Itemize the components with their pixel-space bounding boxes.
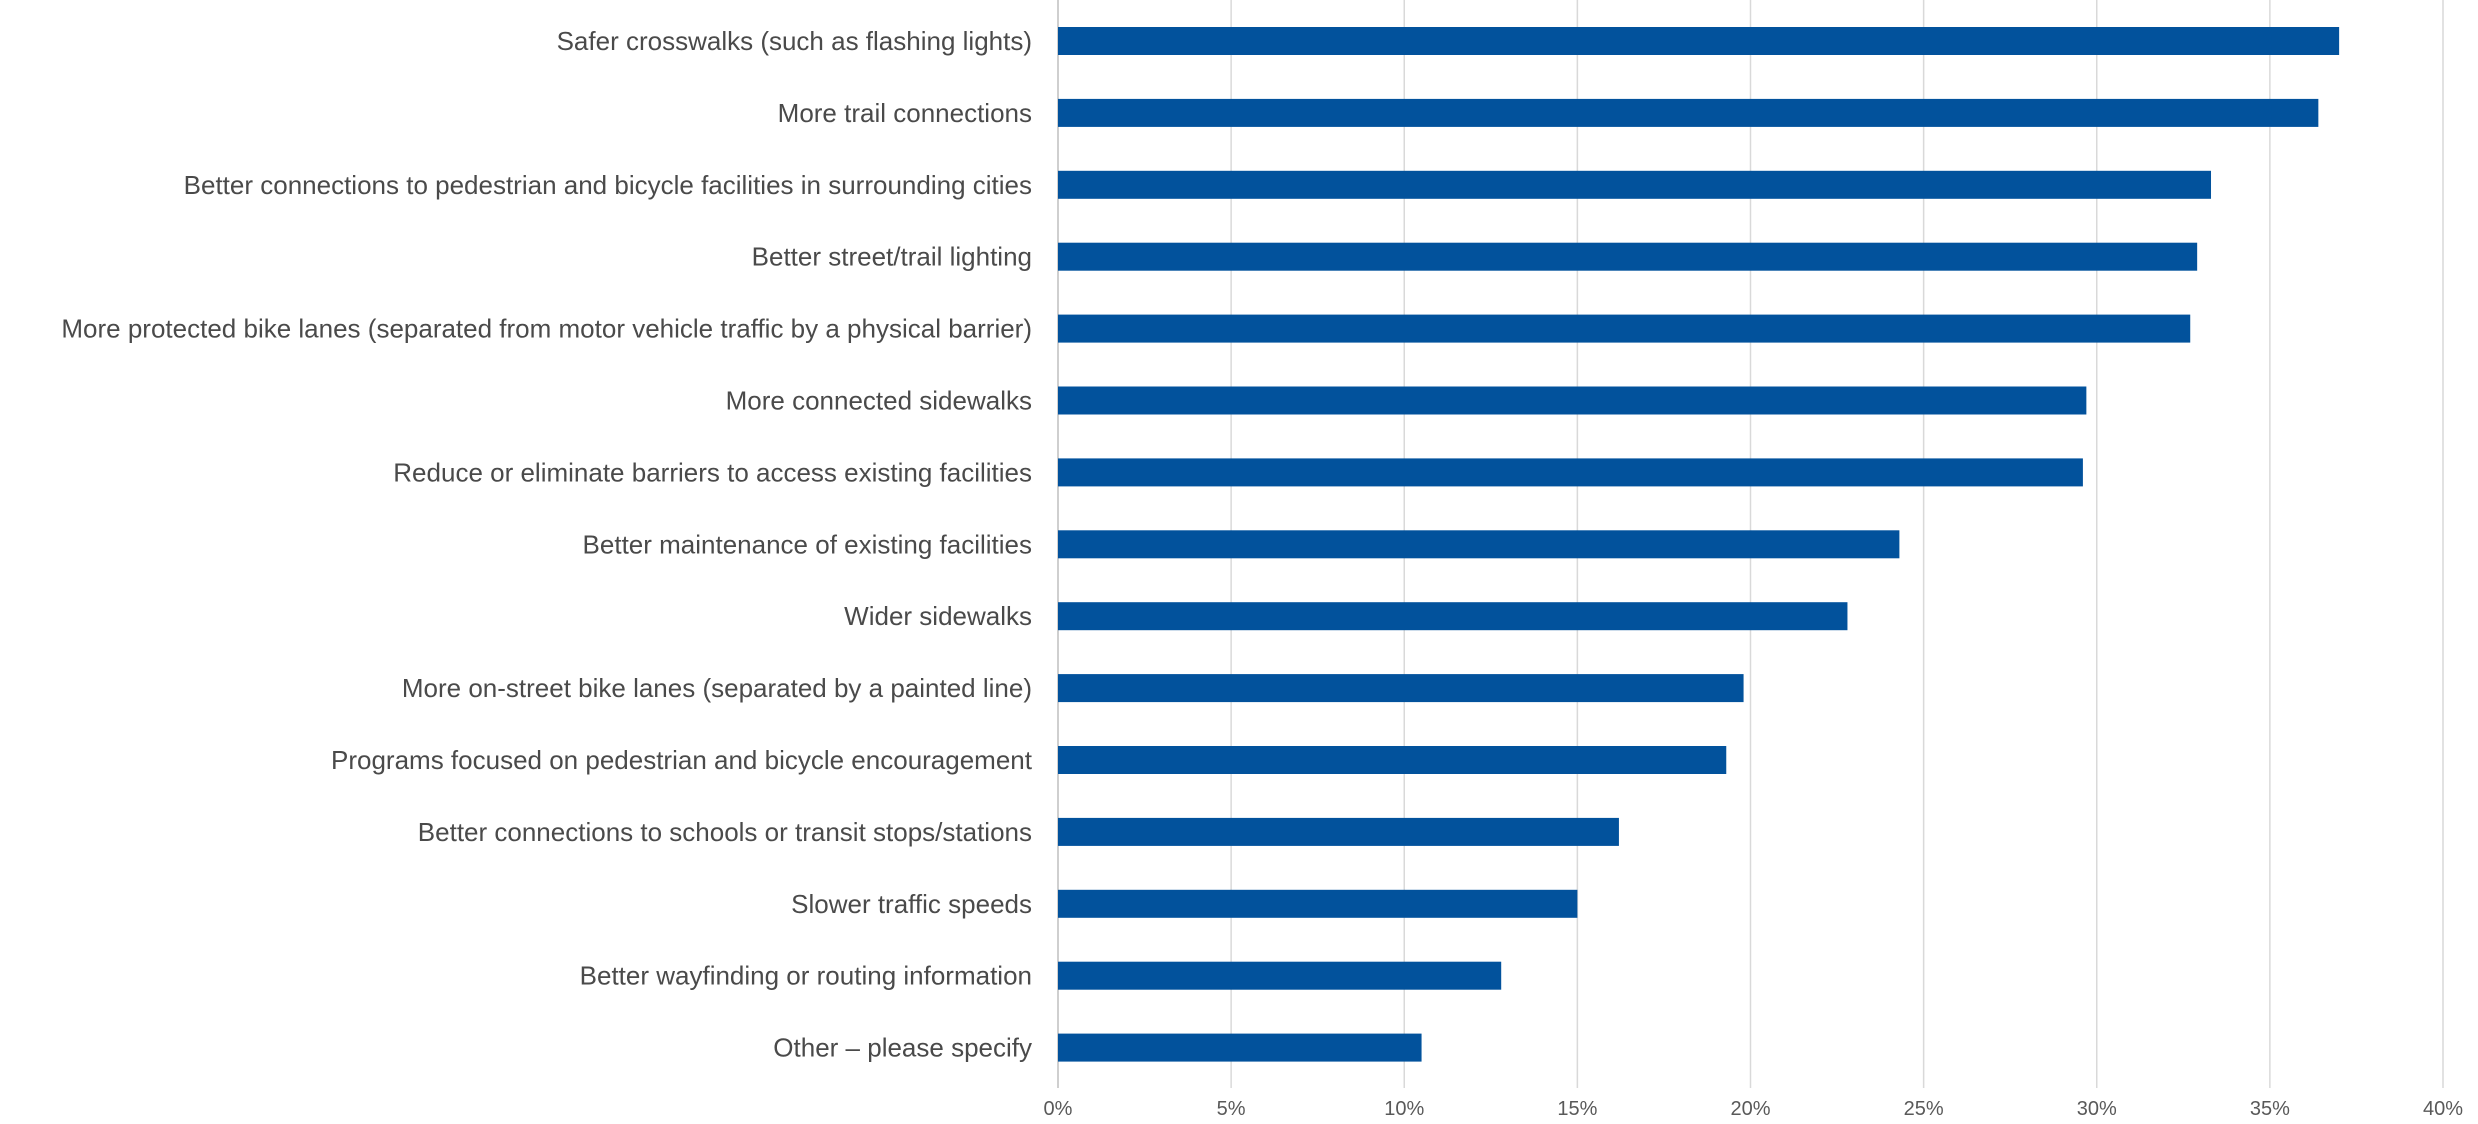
x-tick-label: 20% — [1730, 1098, 1770, 1120]
category-label: More connected sidewalks — [726, 386, 1032, 416]
x-tick-label: 25% — [1904, 1098, 1944, 1120]
category-label: More on-street bike lanes (separated by … — [402, 673, 1032, 703]
bars — [1058, 27, 2340, 1062]
x-tick-label: 35% — [2250, 1098, 2290, 1120]
bar — [1058, 98, 2319, 127]
bar — [1058, 27, 2340, 55]
category-labels: Safer crosswalks (such as flashing light… — [61, 26, 1032, 1063]
bar — [1058, 889, 1578, 918]
x-tick-label: 5% — [1217, 1098, 1246, 1120]
bar — [1058, 170, 2212, 199]
bar — [1058, 314, 2191, 343]
bar — [1058, 602, 1848, 631]
category-label: More trail connections — [778, 98, 1032, 128]
category-label: Safer crosswalks (such as flashing light… — [557, 26, 1032, 56]
x-tick-label: 30% — [2077, 1098, 2117, 1120]
category-label: Reduce or eliminate barriers to access e… — [393, 457, 1032, 487]
bar — [1058, 530, 1900, 559]
category-label: Better connections to schools or transit… — [418, 817, 1032, 847]
bar — [1058, 458, 2083, 487]
bar — [1058, 961, 1502, 990]
x-axis-tick-labels: 0% 5% 10% 15% 20% 25% 30% 35% 40% — [1044, 1098, 2464, 1120]
category-label: Better street/trail lighting — [752, 242, 1032, 272]
bar — [1058, 242, 2198, 271]
bar — [1058, 386, 2087, 415]
x-tick-label: 15% — [1557, 1098, 1597, 1120]
bar — [1058, 817, 1619, 846]
x-tick-label: 0% — [1044, 1098, 1073, 1120]
category-label: Other – please specify — [773, 1033, 1032, 1063]
category-label: More protected bike lanes (separated fro… — [61, 314, 1032, 344]
category-label: Slower traffic speeds — [791, 889, 1032, 919]
category-label: Better maintenance of existing facilitie… — [583, 529, 1032, 559]
x-tick-label: 10% — [1384, 1098, 1424, 1120]
category-label: Better wayfinding or routing information — [580, 961, 1032, 991]
bar — [1058, 746, 1727, 774]
category-label: Wider sidewalks — [844, 601, 1032, 631]
bar — [1058, 1033, 1422, 1062]
x-tick-label: 40% — [2423, 1098, 2463, 1120]
category-label: Better connections to pedestrian and bic… — [184, 170, 1032, 200]
category-label: Programs focused on pedestrian and bicyc… — [331, 745, 1033, 775]
bar — [1058, 674, 1744, 703]
